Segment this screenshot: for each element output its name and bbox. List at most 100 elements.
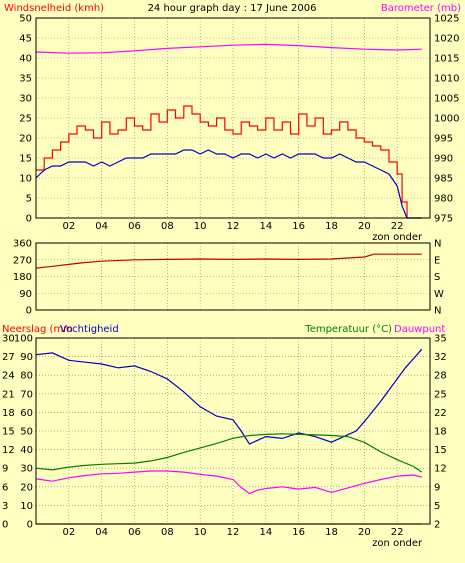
direction-panel-frame: [35, 242, 431, 311]
wind-y-tick: 25: [19, 114, 32, 125]
climate-x-tick: 18: [325, 527, 338, 538]
temperature-y-tick: 35: [434, 334, 447, 345]
rain-y-tick: 30: [2, 334, 15, 345]
climate-x-tick: 12: [227, 527, 240, 538]
compass-y-tick: S: [434, 272, 440, 283]
humidity-y-tick: 10: [20, 501, 33, 512]
temperature-y-tick: 5: [434, 501, 440, 512]
sunset-label-bottom: zon onder: [372, 538, 423, 549]
climate-x-tick: 06: [128, 527, 141, 538]
humidity-y-tick: 20: [20, 482, 33, 493]
wind-y-tick: 30: [19, 94, 32, 105]
rain-y-tick: 21: [2, 389, 15, 400]
sunset-label-top: zon onder: [372, 232, 423, 243]
dewpoint-series: [35, 470, 422, 495]
wind-y-tick: 15: [19, 154, 32, 165]
header-center-title: 24 hour graph day : 17 June 2006: [148, 3, 317, 14]
rain-y-tick: 12: [2, 445, 15, 456]
wind-y-tick: 0: [26, 214, 32, 225]
wind-y-tick: 40: [19, 54, 32, 65]
humidity-y-tick: 100: [14, 334, 33, 345]
temperature-series: [35, 433, 423, 473]
temperature-y-tick: 18: [434, 427, 447, 438]
dewpoint-axis-title: Dauwpunt: [394, 324, 445, 335]
humidity-y-tick: 80: [20, 371, 33, 382]
temperature-y-tick: 9: [434, 482, 440, 493]
rain-y-tick: 24: [2, 371, 15, 382]
wind-x-tick: 22: [391, 221, 404, 232]
header-right-title: Barometer (mb): [381, 3, 461, 14]
wind-x-tick: 10: [194, 221, 207, 232]
barometer-y-tick: 990: [434, 154, 453, 165]
direction-y-tick: 90: [19, 289, 32, 300]
barometer-y-tick: 1025: [434, 14, 459, 25]
rain-y-tick: 15: [2, 427, 15, 438]
temperature-y-tick: 22: [434, 408, 447, 419]
wind-y-tick: 5: [26, 194, 32, 205]
humidity-y-tick: 50: [20, 427, 33, 438]
temperature-y-tick: 15: [434, 445, 447, 456]
wind-x-tick: 06: [128, 221, 141, 232]
wind-gust-series: [36, 105, 422, 219]
wind-x-tick: 04: [95, 221, 108, 232]
wind-x-tick: 18: [325, 221, 338, 232]
wind-y-tick: 50: [19, 14, 32, 25]
climate-x-tick: 08: [161, 527, 174, 538]
temperature-y-tick: 12: [434, 464, 447, 475]
wind-x-tick: 14: [259, 221, 272, 232]
climate-x-tick: 22: [391, 527, 404, 538]
rain-y-tick: 0: [2, 520, 8, 531]
barometer-y-tick: 985: [434, 174, 453, 185]
barometer-series: [35, 43, 422, 54]
rain-y-tick: 27: [2, 352, 15, 363]
humidity-y-tick: 60: [20, 408, 33, 419]
wind-y-tick: 35: [19, 74, 32, 85]
rain-axis-title: Neerslag (mm: [2, 324, 73, 335]
temperature-y-tick: 2: [434, 520, 440, 531]
barometer-y-tick: 1000: [434, 114, 459, 125]
wind-x-tick: 20: [358, 221, 371, 232]
temperature-axis-title: Temperatuur (°C): [304, 324, 392, 335]
humidity-y-tick: 70: [20, 389, 33, 400]
header-left-title: Windsnelheid (kmh): [4, 3, 104, 14]
wind-y-tick: 45: [19, 34, 32, 45]
climate-x-tick: 16: [292, 527, 305, 538]
wind-x-tick: 12: [227, 221, 240, 232]
wind-panel-frame: [35, 17, 431, 219]
wind-x-tick: 16: [292, 221, 305, 232]
direction-y-tick: 0: [26, 306, 32, 317]
barometer-y-tick: 975: [434, 214, 453, 225]
temperature-y-tick: 28: [434, 371, 447, 382]
temperature-y-tick: 25: [434, 389, 447, 400]
compass-y-tick: E: [434, 255, 440, 266]
humidity-y-tick: 30: [20, 464, 33, 475]
climate-x-tick: 02: [62, 527, 75, 538]
climate-x-tick: 14: [259, 527, 272, 538]
temperature-y-tick: 32: [434, 352, 447, 363]
barometer-y-tick: 1015: [434, 54, 459, 65]
humidity-y-tick: 40: [20, 445, 33, 456]
direction-y-tick: 180: [13, 272, 32, 283]
direction-y-tick: 270: [13, 255, 32, 266]
rain-y-tick: 6: [2, 482, 8, 493]
climate-panel-frame: [35, 337, 431, 525]
compass-y-tick: W: [434, 289, 444, 300]
rain-y-tick: 3: [2, 501, 8, 512]
direction-y-tick: 360: [13, 239, 32, 250]
wind-speed-series: [35, 149, 422, 219]
wind-y-tick: 20: [19, 134, 32, 145]
humidity-series: [35, 348, 423, 445]
barometer-y-tick: 1010: [434, 74, 459, 85]
compass-y-tick: N: [434, 306, 441, 317]
wind-y-tick: 10: [19, 174, 32, 185]
humidity-y-tick: 0: [27, 520, 33, 531]
barometer-y-tick: 995: [434, 134, 453, 145]
climate-x-tick: 10: [194, 527, 207, 538]
wind-x-tick: 02: [62, 221, 75, 232]
rain-y-tick: 18: [2, 408, 15, 419]
wind-direction-series: [35, 253, 422, 269]
barometer-y-tick: 1005: [434, 94, 459, 105]
barometer-y-tick: 980: [434, 194, 453, 205]
